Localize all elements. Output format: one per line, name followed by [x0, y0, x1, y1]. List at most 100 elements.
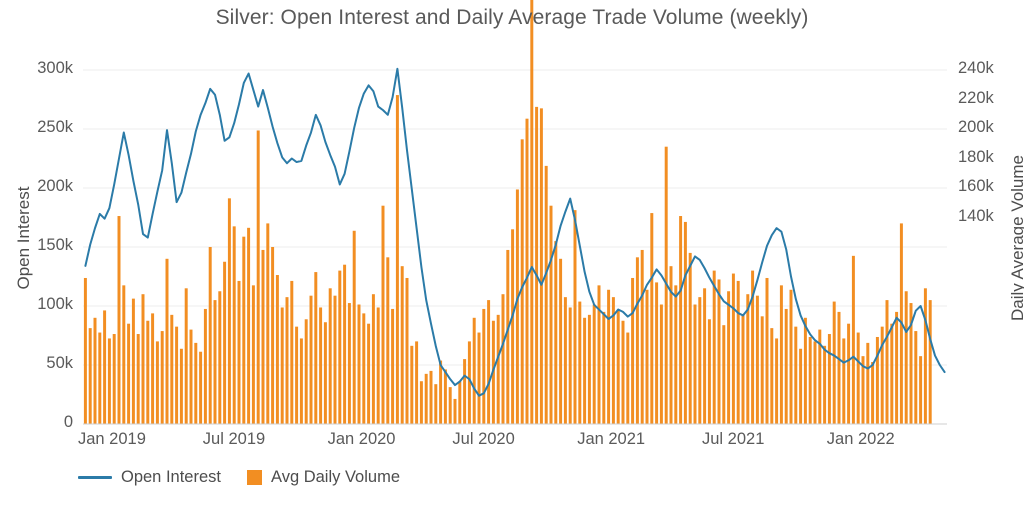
bar-avg-daily-volume: [611, 297, 615, 424]
legend-item-avg-daily-volume[interactable]: Avg Daily Volume: [246, 468, 400, 487]
bar-avg-daily-volume: [751, 270, 755, 424]
bar-avg-daily-volume: [799, 348, 803, 424]
legend-square-marker-icon: [246, 470, 262, 485]
bar-avg-daily-volume: [755, 295, 759, 424]
y-axis-right-tick-label: 200k: [958, 118, 994, 136]
y-axis-right-tick-label: 140k: [958, 206, 994, 225]
bar-avg-daily-volume: [919, 356, 923, 424]
bar-avg-daily-volume: [434, 384, 438, 424]
bar-avg-daily-volume: [928, 300, 932, 424]
y-axis-left-tick-label: 250k: [37, 118, 73, 136]
bar-avg-daily-volume: [415, 341, 419, 424]
bar-avg-daily-volume: [770, 328, 774, 425]
bar-avg-daily-volume: [328, 288, 332, 424]
bar-avg-daily-volume: [107, 338, 111, 424]
bar-avg-daily-volume: [621, 320, 625, 424]
bar-avg-daily-volume: [520, 139, 524, 424]
bar-avg-daily-volume: [765, 277, 769, 424]
bar-avg-daily-volume: [496, 314, 500, 424]
bar-avg-daily-volume: [290, 280, 294, 424]
bar-avg-daily-volume: [607, 289, 611, 424]
bar-avg-daily-volume: [458, 381, 462, 424]
bar-avg-daily-volume: [280, 307, 284, 424]
y-axis-left-tick-label: 100k: [37, 295, 73, 313]
x-axis-tick-label: Jan 2022: [826, 430, 895, 448]
bar-avg-daily-volume: [515, 189, 519, 424]
bar-avg-daily-volume: [117, 216, 121, 424]
legend-label-open-interest: Open Interest: [121, 468, 221, 486]
bar-avg-daily-volume: [179, 348, 183, 424]
bar-avg-daily-volume: [885, 300, 889, 424]
bar-avg-daily-volume: [549, 205, 553, 424]
bar-avg-daily-volume: [477, 332, 481, 424]
bar-avg-daily-volume: [626, 332, 630, 424]
bar-avg-daily-volume: [847, 323, 851, 424]
line-open-interest: [84, 67, 946, 397]
bar-avg-daily-volume: [266, 223, 270, 424]
bar-avg-daily-volume: [722, 325, 726, 424]
bar-avg-daily-volume: [405, 277, 409, 424]
bar-avg-daily-volume: [381, 205, 385, 424]
bar-avg-daily-volume: [554, 241, 558, 424]
bar-avg-daily-volume: [199, 351, 203, 424]
bar-avg-daily-volume: [535, 106, 539, 425]
chart-title: Silver: Open Interest and Daily Average …: [215, 6, 809, 29]
x-axis-tick-label: Jul 2020: [452, 430, 515, 448]
x-axis-tick-label: Jul 2021: [702, 430, 765, 448]
bar-avg-daily-volume: [424, 373, 428, 424]
bar-avg-daily-volume: [218, 291, 222, 424]
bar-avg-daily-volume: [583, 317, 587, 424]
bar-avg-daily-volume: [146, 320, 150, 424]
bar-avg-daily-volume: [501, 294, 505, 424]
bar-avg-daily-volume: [827, 334, 831, 424]
bar-avg-daily-volume: [506, 249, 510, 424]
bar-avg-daily-volume: [247, 227, 251, 424]
bar-avg-daily-volume: [371, 294, 375, 424]
bar-avg-daily-volume: [895, 311, 899, 424]
x-axis-tick-label: Jul 2019: [202, 430, 266, 448]
bar-avg-daily-volume: [362, 313, 366, 425]
bar-avg-daily-volume: [631, 277, 635, 424]
bar-avg-daily-volume: [357, 304, 361, 424]
bar-avg-daily-volume: [587, 314, 591, 424]
bar-avg-daily-volume: [347, 303, 351, 424]
bar-avg-daily-volume: [856, 332, 860, 424]
bar-avg-daily-volume: [573, 210, 577, 425]
bar-avg-daily-volume: [271, 247, 275, 424]
y-axis-right-title: Daily Average Volume: [1008, 155, 1024, 322]
y-axis-right-tick-label: 180k: [958, 147, 994, 166]
bar-avg-daily-volume: [914, 331, 918, 424]
bar-avg-daily-volume: [309, 295, 313, 424]
bar-avg-daily-volume: [789, 289, 793, 424]
bar-avg-daily-volume: [775, 338, 779, 424]
bar-avg-daily-volume: [794, 326, 798, 424]
legend-label-avg-daily-volume: Avg Daily Volume: [270, 468, 400, 486]
bar-avg-daily-volume: [213, 300, 217, 424]
bar-avg-daily-volume: [511, 229, 515, 424]
bar-avg-daily-volume: [376, 307, 380, 424]
y-axis-right-tick-label: 240k: [958, 59, 994, 77]
bar-avg-daily-volume: [319, 307, 323, 424]
bar-avg-daily-volume: [395, 95, 399, 424]
bar-avg-daily-volume: [453, 398, 457, 424]
bar-avg-daily-volume: [103, 310, 107, 424]
bar-avg-daily-volume: [463, 359, 467, 424]
legend-line-marker-icon: [78, 476, 112, 479]
bar-avg-daily-volume: [136, 334, 140, 424]
bar-avg-daily-volume: [275, 275, 279, 424]
bar-avg-daily-volume: [323, 322, 327, 424]
bar-avg-daily-volume: [525, 118, 529, 425]
bar-avg-daily-volume: [448, 387, 452, 425]
legend-item-open-interest[interactable]: Open Interest: [78, 468, 221, 487]
bar-avg-daily-volume: [559, 258, 563, 424]
bar-avg-daily-volume: [539, 108, 543, 424]
bar-avg-daily-volume: [727, 291, 731, 424]
bar-avg-daily-volume: [131, 298, 135, 425]
bar-avg-daily-volume: [837, 311, 841, 424]
bar-avg-daily-volume: [352, 230, 356, 424]
bar-avg-daily-volume: [659, 304, 663, 424]
bar-avg-daily-volume: [530, 0, 534, 425]
bar-avg-daily-volume: [127, 323, 131, 424]
y-axis-left-tick-label: 150k: [37, 236, 73, 254]
